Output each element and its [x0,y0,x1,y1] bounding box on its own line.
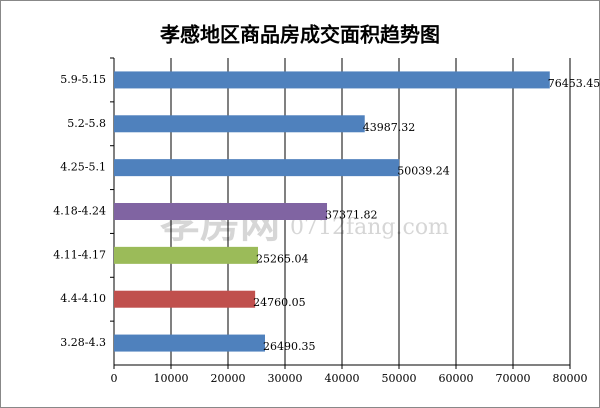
value-label: 24760.05 [253,296,305,309]
y-tick-label: 4.25-5.1 [60,161,106,174]
x-tick-label: 60000 [439,372,474,385]
bar [114,290,256,308]
y-tick-label: 4.11-4.17 [53,248,106,261]
x-tick-label: 40000 [325,372,360,385]
x-tick-label: 0 [111,372,118,385]
value-label: 25265.04 [256,252,309,265]
value-label: 37371.82 [325,209,378,222]
y-tick-label: 5.2-5.8 [67,117,106,130]
bar [114,334,265,352]
bar [114,159,400,177]
x-tick-label: 10000 [154,372,189,385]
x-tick-label: 30000 [268,372,303,385]
chart-title: 孝感地区商品房成交面积趋势图 [159,23,440,47]
value-label: 43987.32 [363,121,416,134]
value-label: 76453.45 [548,77,600,90]
value-label: 26490.35 [263,340,316,353]
x-tick-label: 80000 [553,372,588,385]
x-tick-label: 20000 [211,372,246,385]
y-tick-label: 4.4-4.10 [60,292,106,305]
bar [114,246,259,264]
bar [114,115,365,133]
value-label: 50039.24 [397,165,450,178]
y-tick-label: 5.9-5.15 [60,73,106,86]
bar [114,203,328,220]
y-tick-label: 3.28-4.3 [60,336,106,349]
y-tick-label: 4.18-4.24 [53,205,106,218]
x-tick-label: 50000 [382,372,417,385]
x-tick-label: 70000 [496,372,531,385]
bar [114,71,550,89]
